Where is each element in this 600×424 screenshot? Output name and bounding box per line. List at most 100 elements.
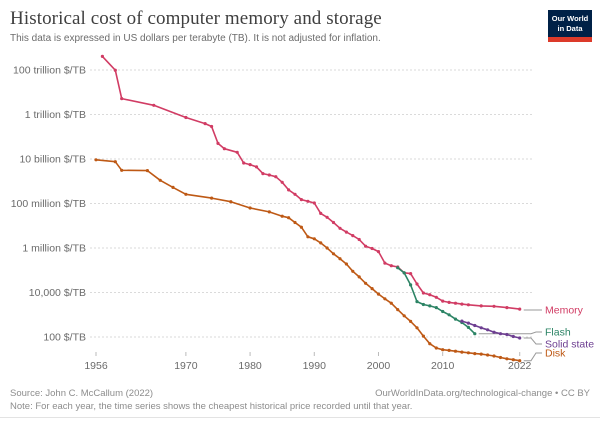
- data-point-disk: [331, 252, 336, 256]
- data-point-disk: [447, 348, 451, 352]
- data-point-memory: [287, 188, 291, 192]
- data-point-memory: [248, 163, 252, 167]
- series-line-flash: [397, 267, 476, 335]
- data-point-flash: [421, 302, 425, 307]
- legend-label-flash[interactable]: Flash: [545, 327, 571, 339]
- x-axis-label: 1980: [238, 360, 262, 372]
- data-point-memory: [434, 295, 438, 299]
- data-point-disk: [171, 185, 175, 189]
- data-point-disk: [409, 319, 413, 323]
- data-point-memory: [518, 307, 522, 311]
- data-point-memory: [184, 115, 188, 120]
- data-point-disk: [229, 200, 233, 204]
- data-point-disk: [460, 350, 464, 354]
- legend-leader-flash: [478, 331, 542, 335]
- data-point-memory: [453, 301, 458, 305]
- data-point-disk: [248, 206, 252, 210]
- data-point-memory: [235, 150, 239, 154]
- data-point-disk: [338, 257, 342, 261]
- data-point-disk: [492, 354, 496, 358]
- data-point-memory: [267, 173, 271, 177]
- x-axis-label: 1956: [84, 360, 108, 372]
- data-point-disk: [299, 225, 303, 229]
- data-point-disk: [351, 269, 355, 273]
- owid-logo[interactable]: Our World in Data: [548, 10, 592, 42]
- data-point-memory: [280, 180, 284, 184]
- data-point-disk: [498, 355, 503, 360]
- y-axis-label: 100 million $/TB: [11, 198, 86, 210]
- data-point-memory: [331, 220, 336, 225]
- data-point-solid-state: [498, 332, 503, 336]
- data-point-memory: [441, 299, 445, 303]
- data-point-memory: [415, 282, 419, 286]
- y-axis-label: 100 trillion $/TB: [13, 65, 86, 77]
- data-point-disk: [145, 169, 149, 173]
- data-point-solid-state: [492, 330, 496, 334]
- chart-footer: Source: John C. McCallum (2022) OurWorld…: [10, 388, 590, 412]
- data-point-disk: [357, 275, 361, 279]
- data-point-memory: [376, 250, 381, 254]
- legend-label-solid-state[interactable]: Solid state: [545, 339, 594, 351]
- data-point-disk: [344, 262, 348, 266]
- data-point-memory: [344, 230, 348, 234]
- y-axis-label: 10,000 $/TB: [29, 287, 86, 299]
- data-point-disk: [421, 334, 425, 338]
- data-point-memory: [203, 122, 207, 126]
- legend-label-disk[interactable]: Disk: [545, 348, 566, 360]
- data-point-memory: [319, 211, 323, 215]
- data-point-solid-state: [486, 328, 490, 332]
- series-line-disk: [95, 159, 520, 362]
- data-point-memory: [505, 306, 509, 310]
- data-point-memory: [409, 272, 413, 276]
- data-point-memory: [325, 215, 329, 219]
- x-axis-label: 2000: [367, 360, 391, 372]
- data-point-memory: [210, 124, 214, 129]
- data-point-memory: [492, 304, 496, 308]
- data-point-solid-state: [505, 332, 509, 337]
- data-point-solid-state: [511, 334, 515, 339]
- chart-subtitle: This data is expressed in US dollars per…: [10, 33, 381, 44]
- x-axis-label: 2022: [508, 360, 532, 372]
- data-point-memory: [357, 237, 361, 242]
- data-point-disk: [287, 216, 291, 220]
- chart-header: Historical cost of computer memory and s…: [10, 8, 538, 44]
- data-point-memory: [428, 293, 432, 297]
- data-point-disk: [434, 346, 438, 350]
- legend-label-memory[interactable]: Memory: [545, 305, 584, 317]
- data-point-disk: [312, 237, 316, 241]
- legend-leader-disk: [523, 352, 542, 362]
- data-point-disk: [383, 297, 387, 301]
- bottom-divider: [0, 417, 600, 418]
- data-point-flash: [415, 300, 419, 304]
- data-point-flash: [402, 271, 406, 275]
- data-point-disk: [319, 241, 323, 245]
- data-point-memory: [447, 300, 451, 304]
- data-point-disk: [370, 287, 374, 291]
- data-point-solid-state: [466, 321, 470, 325]
- owid-logo-line2: in Data: [557, 23, 583, 33]
- data-point-memory: [100, 54, 104, 59]
- x-axis-label: 1970: [174, 360, 198, 372]
- data-point-flash: [428, 304, 432, 308]
- data-point-disk: [184, 192, 188, 196]
- data-point-disk: [402, 314, 406, 318]
- data-point-disk: [113, 160, 117, 164]
- data-point-memory: [364, 244, 368, 248]
- data-point-memory: [466, 303, 470, 307]
- data-point-disk: [473, 352, 477, 356]
- series-line-solid-state: [461, 320, 520, 339]
- data-point-flash: [466, 325, 470, 329]
- page-title: Historical cost of computer memory and s…: [10, 8, 382, 29]
- data-point-disk: [518, 359, 522, 363]
- data-point-memory: [216, 141, 220, 145]
- y-axis-label: 100 $/TB: [43, 332, 86, 344]
- data-point-disk: [428, 342, 432, 346]
- owid-url-link[interactable]: OurWorldInData.org/technological-change …: [375, 388, 590, 399]
- data-point-disk: [389, 301, 393, 305]
- data-point-memory: [254, 165, 259, 169]
- data-point-memory: [479, 304, 483, 308]
- data-point-disk: [158, 178, 162, 182]
- data-point-disk: [293, 220, 297, 225]
- data-point-disk: [479, 352, 483, 356]
